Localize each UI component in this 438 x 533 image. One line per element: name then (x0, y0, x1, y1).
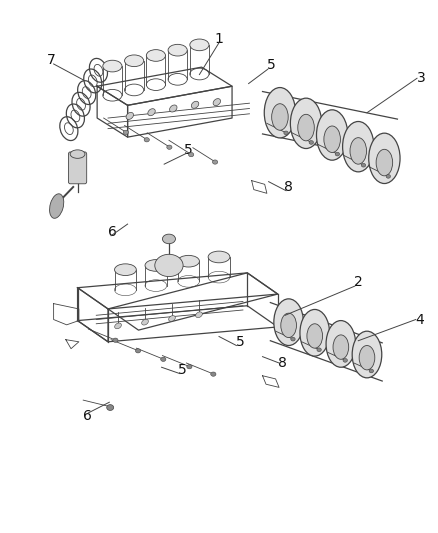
Ellipse shape (115, 323, 121, 329)
Ellipse shape (317, 348, 321, 352)
Ellipse shape (191, 101, 199, 108)
Ellipse shape (188, 152, 194, 157)
Ellipse shape (167, 145, 172, 149)
Text: 5: 5 (267, 58, 276, 72)
Ellipse shape (178, 255, 199, 267)
Ellipse shape (103, 60, 122, 72)
Ellipse shape (343, 359, 347, 362)
Ellipse shape (298, 114, 314, 141)
Ellipse shape (107, 405, 114, 410)
Ellipse shape (369, 369, 374, 373)
Text: 6: 6 (108, 225, 117, 239)
Ellipse shape (196, 312, 202, 318)
Text: 7: 7 (47, 53, 56, 67)
Ellipse shape (187, 365, 192, 369)
Ellipse shape (352, 331, 382, 378)
Ellipse shape (145, 260, 167, 271)
Ellipse shape (208, 251, 230, 263)
Ellipse shape (49, 194, 64, 219)
Ellipse shape (190, 39, 209, 51)
Text: 6: 6 (83, 409, 92, 423)
Ellipse shape (361, 164, 366, 167)
Ellipse shape (290, 98, 322, 149)
Ellipse shape (359, 345, 375, 370)
Text: 5: 5 (236, 335, 244, 349)
Ellipse shape (307, 324, 322, 348)
Text: 5: 5 (184, 143, 193, 157)
Ellipse shape (281, 313, 297, 337)
Ellipse shape (350, 138, 367, 164)
Ellipse shape (70, 150, 85, 158)
Ellipse shape (386, 174, 391, 178)
Ellipse shape (211, 372, 216, 376)
Ellipse shape (123, 130, 128, 134)
Text: 1: 1 (215, 31, 223, 45)
Ellipse shape (124, 55, 144, 67)
Ellipse shape (170, 105, 177, 112)
Text: 3: 3 (417, 71, 426, 85)
Text: 4: 4 (415, 312, 424, 327)
Ellipse shape (146, 50, 166, 61)
Ellipse shape (343, 122, 374, 172)
Ellipse shape (168, 44, 187, 56)
Ellipse shape (126, 112, 134, 119)
Ellipse shape (291, 337, 295, 341)
Ellipse shape (326, 320, 356, 367)
Ellipse shape (161, 357, 166, 361)
Ellipse shape (335, 152, 339, 156)
Text: 2: 2 (354, 276, 363, 289)
Ellipse shape (272, 104, 288, 130)
Ellipse shape (333, 335, 349, 359)
Ellipse shape (212, 160, 218, 164)
Ellipse shape (213, 99, 221, 106)
Ellipse shape (162, 234, 176, 244)
Ellipse shape (274, 299, 304, 345)
Text: 5: 5 (178, 363, 187, 377)
Ellipse shape (376, 149, 392, 176)
Ellipse shape (264, 87, 296, 138)
Ellipse shape (369, 133, 400, 183)
Ellipse shape (155, 254, 183, 277)
Ellipse shape (284, 131, 288, 135)
Ellipse shape (300, 310, 329, 356)
Ellipse shape (317, 110, 348, 160)
Ellipse shape (113, 338, 118, 342)
Ellipse shape (324, 126, 340, 152)
Ellipse shape (141, 319, 148, 325)
Ellipse shape (169, 316, 175, 321)
Text: 8: 8 (284, 180, 293, 194)
Ellipse shape (309, 141, 314, 144)
Ellipse shape (144, 138, 149, 142)
Ellipse shape (115, 264, 136, 276)
FancyBboxPatch shape (68, 152, 87, 184)
Text: 8: 8 (278, 356, 286, 370)
Ellipse shape (148, 109, 155, 116)
Ellipse shape (135, 349, 141, 353)
